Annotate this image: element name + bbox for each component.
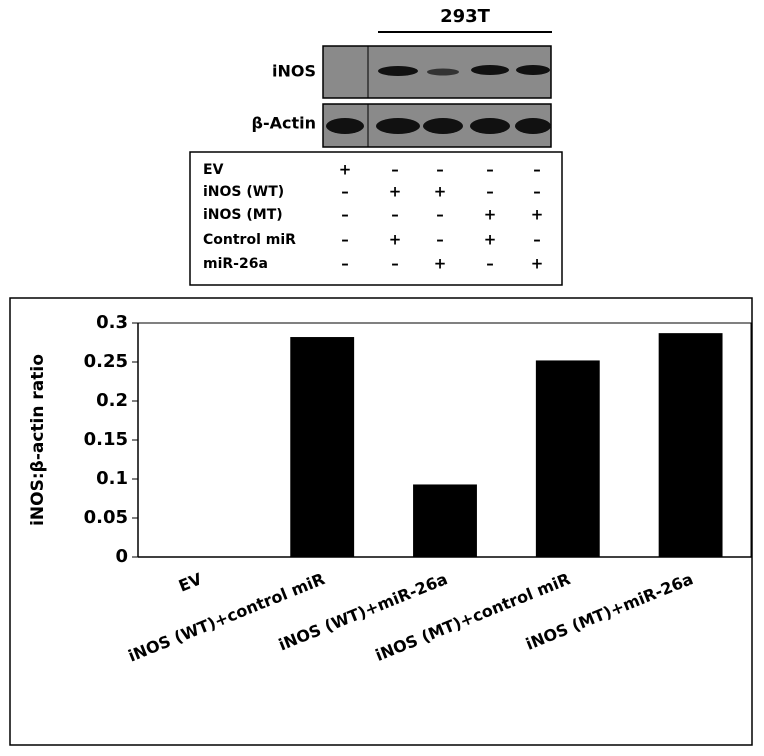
blot-band (423, 118, 463, 134)
blot-band (326, 118, 364, 134)
blot-band (427, 68, 459, 76)
condition-sign: – (391, 161, 399, 179)
cell-line: 293T (440, 6, 491, 27)
y-tick-label: 0.3 (96, 312, 128, 333)
bar (413, 484, 477, 557)
condition-sign: – (486, 161, 494, 179)
condition-sign: – (436, 161, 444, 179)
condition-sign: – (486, 255, 494, 273)
condition-sign: – (436, 206, 444, 224)
x-tick-label: iNOS (MT)+control miR (373, 569, 573, 665)
condition-label: Control miR (203, 232, 296, 248)
condition-sign: + (389, 183, 402, 201)
condition-table (189, 151, 563, 286)
condition-sign: – (486, 183, 494, 201)
blot-band (515, 118, 551, 134)
condition-sign: + (434, 183, 447, 201)
condition-sign: – (533, 161, 541, 179)
condition-sign: – (341, 231, 349, 249)
condition-label: miR-26a (203, 256, 268, 272)
bar (658, 333, 723, 557)
condition-sign: – (391, 206, 399, 224)
condition-sign: + (339, 161, 352, 179)
condition-sign: – (533, 183, 541, 201)
condition-sign: – (533, 231, 541, 249)
condition-sign: – (341, 255, 349, 273)
condition-sign: + (484, 231, 497, 249)
y-tick-label: 0.15 (84, 429, 128, 450)
condition-sign: + (531, 255, 544, 273)
condition-sign: + (484, 206, 497, 224)
blot-band (378, 66, 418, 76)
blot-band (470, 118, 510, 134)
condition-sign: + (434, 255, 447, 273)
bar (535, 360, 600, 557)
blot-label: β-Actin (252, 114, 316, 133)
blot-band (471, 65, 509, 75)
bar (290, 337, 355, 557)
condition-label: iNOS (MT) (203, 207, 283, 223)
blot-band (376, 118, 420, 134)
x-tick-label: iNOS (WT)+control miR (125, 569, 327, 665)
chart-frame (9, 297, 753, 746)
y-tick-label: 0.2 (96, 390, 128, 411)
y-tick-label: 0.25 (84, 351, 128, 372)
condition-sign: + (389, 231, 402, 249)
condition-label: iNOS (WT) (203, 184, 284, 200)
y-tick-label: 0.05 (84, 507, 128, 528)
condition-sign: + (531, 206, 544, 224)
condition-sign: – (391, 255, 399, 273)
condition-sign: – (341, 183, 349, 201)
y-tick-label: 0 (115, 546, 128, 567)
blot-label: iNOS (272, 62, 316, 81)
condition-sign: – (436, 231, 444, 249)
x-tick-label: EV (176, 569, 205, 596)
y-axis-title: iNOS:β-actin ratio (28, 354, 48, 526)
condition-label: EV (203, 162, 224, 178)
y-tick-label: 0.1 (96, 468, 128, 489)
condition-sign: – (341, 206, 349, 224)
blot-band (516, 65, 550, 75)
